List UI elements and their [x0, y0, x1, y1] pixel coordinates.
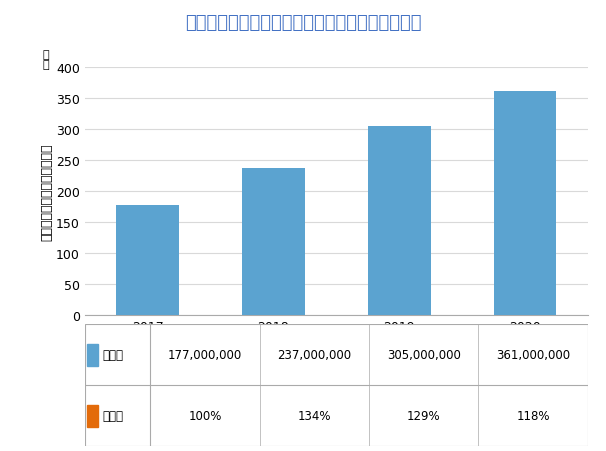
Bar	[368, 127, 431, 316]
Bar	[116, 206, 179, 316]
Text: 118%: 118%	[516, 410, 550, 423]
Bar	[493, 92, 556, 316]
Text: 305,000,000: 305,000,000	[387, 349, 461, 362]
Text: 177,000,000: 177,000,000	[168, 349, 242, 362]
Text: 前年比: 前年比	[102, 410, 124, 423]
Bar	[87, 344, 98, 366]
Text: 万
件: 万 件	[42, 50, 48, 70]
Text: 表　認定タイムスタンプの年次別発行件数の推移: 表 認定タイムスタンプの年次別発行件数の推移	[185, 14, 421, 32]
Bar	[87, 405, 98, 427]
Text: 237,000,000: 237,000,000	[278, 349, 351, 362]
Text: 361,000,000: 361,000,000	[496, 349, 570, 362]
Bar	[242, 169, 305, 316]
Y-axis label: 認定タイムスタンプ発行件数: 認定タイムスタンプ発行件数	[41, 143, 53, 240]
Text: 発行数: 発行数	[102, 349, 124, 362]
Text: 100%: 100%	[188, 410, 222, 423]
Text: 129%: 129%	[407, 410, 441, 423]
Text: 134%: 134%	[298, 410, 331, 423]
